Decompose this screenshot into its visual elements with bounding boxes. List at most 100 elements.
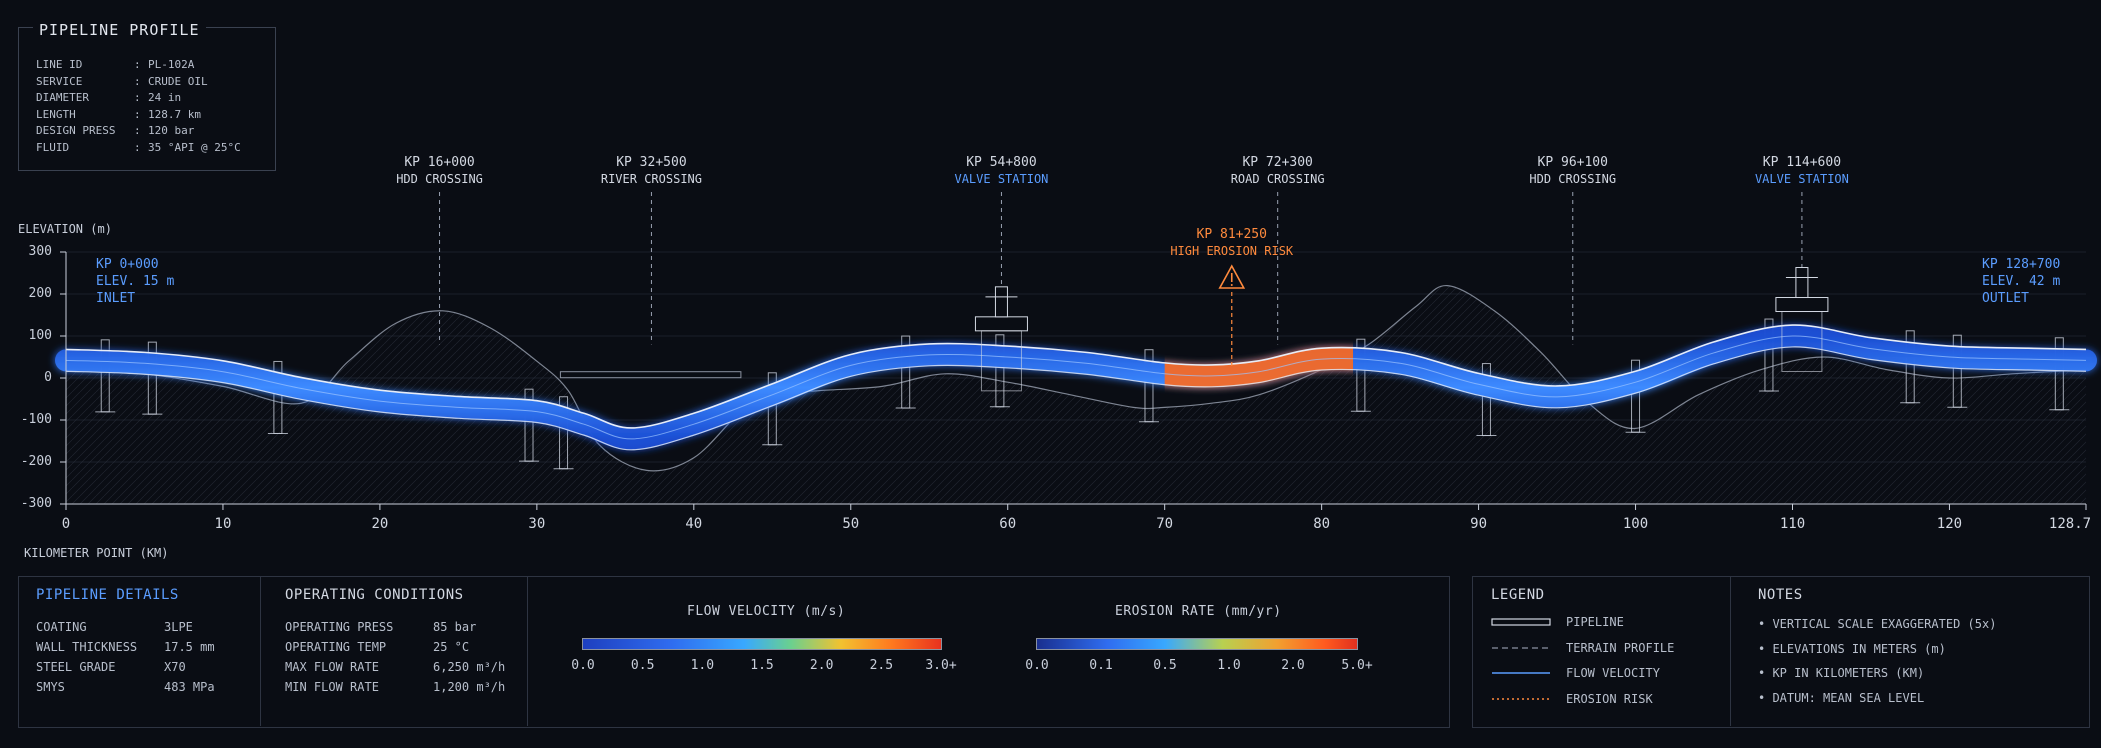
- y-tick-label: 200: [28, 286, 52, 301]
- y-tick-label: 0: [44, 370, 52, 385]
- terrain-fill: [66, 285, 2086, 504]
- erosion-tick-label: 1.0: [1217, 658, 1241, 673]
- detail-value: 3LPE: [164, 620, 193, 634]
- flow-scale-title: FLOW VELOCITY (m/s): [687, 604, 846, 619]
- note-item: • VERTICAL SCALE EXAGGERATED (5x): [1758, 617, 1997, 631]
- callout-label: KP 72+300 ROAD CROSSING: [1231, 154, 1325, 188]
- pipeline-outline-top: [65, 324, 2087, 429]
- x-tick-label: 110: [1779, 516, 1806, 532]
- flow-tick-label: 2.5: [869, 658, 894, 673]
- callout-desc: HDD CROSSING: [1529, 172, 1617, 186]
- y-tick-label: -300: [20, 496, 52, 511]
- detail-row: WALL THICKNESS 17.5 mm: [36, 640, 215, 654]
- spec-value: PL-102A: [148, 58, 195, 71]
- condition-key: MIN FLOW RATE: [285, 680, 379, 694]
- x-tick-label: 0: [61, 516, 71, 532]
- flow-tick-label: 1.5: [750, 658, 774, 673]
- callout-kp: KP 114+600: [1762, 155, 1842, 170]
- info-panel: [18, 576, 1450, 728]
- flow-tick-label: 1.0: [690, 658, 715, 673]
- flow-tick-label: 2.0: [809, 658, 834, 673]
- spec-key: FLUID: [36, 140, 70, 154]
- x-tick-label: 10: [214, 516, 232, 532]
- flow-tick-label: 0.0: [571, 658, 595, 673]
- spec-key: SERVICE: [36, 74, 83, 88]
- callout-label: KP 32+500 RIVER CROSSING: [601, 154, 702, 188]
- callout-label: KP 54+800 VALVE STATION: [954, 154, 1048, 188]
- spec-value: 120 bar: [148, 124, 195, 137]
- inlet-label: KP 0+000 ELEV. 15 m INLET: [96, 256, 174, 307]
- detail-row: SMYS 483 MPa: [36, 680, 215, 694]
- spec-row: SERVICE: CRUDE OIL: [36, 75, 208, 88]
- legend-item-label: EROSION RISK: [1566, 691, 1653, 706]
- callout-label: KP 16+000 HDD CROSSING: [396, 154, 483, 188]
- detail-row: STEEL GRADE X70: [36, 660, 186, 674]
- erosion-label: HIGH EROSION RISK: [1170, 244, 1294, 258]
- spec-colon: :: [134, 107, 141, 121]
- spec-value: 24 in: [148, 91, 182, 104]
- x-tick-label: 60: [999, 516, 1017, 532]
- callout-kp: KP 72+300: [1242, 155, 1313, 170]
- spec-value: 128.7 km: [148, 107, 201, 121]
- inlet-elev: ELEV. 15 m: [96, 274, 175, 289]
- spec-key: DIAMETER: [36, 91, 89, 104]
- spec-value: CRUDE OIL: [148, 74, 208, 88]
- erosion-tick-label: 2.0: [1281, 658, 1305, 673]
- spec-row: DIAMETER:24 in: [36, 91, 181, 104]
- erosion-tick-label: 0.0: [1025, 658, 1049, 673]
- x-tick-label: 30: [528, 516, 546, 532]
- callout-desc: VALVE STATION: [954, 172, 1049, 186]
- legend-title: LEGEND: [1491, 587, 1545, 603]
- flow-colorbar: [582, 638, 942, 650]
- x-tick-label: 120: [1936, 516, 1963, 532]
- detail-value: 17.5 mm: [164, 640, 215, 654]
- warning-icon: [1218, 264, 1246, 289]
- spec-row: FLUID:35 °API @ 25°C: [36, 141, 241, 154]
- x-tick-label: 100: [1622, 516, 1649, 532]
- legend-item-label: PIPELINE: [1566, 615, 1624, 629]
- spec-row: LENGTH:128.7 km: [36, 108, 201, 121]
- callout-desc: HDD CROSSING: [396, 172, 483, 186]
- erosion-tick-label: 0.5: [1153, 658, 1177, 673]
- detail-key: WALL THICKNESS: [36, 640, 138, 654]
- notes-title: NOTES: [1758, 587, 1803, 603]
- erosion-colorbar: [1036, 638, 1358, 650]
- condition-value: 6,250 m³/h: [433, 660, 506, 674]
- detail-key: STEEL GRADE: [36, 660, 116, 674]
- spec-row: LINE ID: PL-102A: [36, 58, 194, 71]
- y-tick-label: 100: [28, 328, 52, 343]
- divider: [1730, 576, 1731, 726]
- condition-row: MAX FLOW RATE 6,250 m³/h: [285, 660, 505, 674]
- callout-kp: KP 96+100: [1537, 155, 1608, 170]
- detail-row: COATING 3LPE: [36, 620, 193, 634]
- condition-value: 85 bar: [433, 620, 477, 634]
- spec-key: LINE ID: [36, 58, 83, 71]
- x-axis-title: KILOMETER POINT (KM): [24, 546, 169, 560]
- flow-velocity-line: [65, 335, 2087, 440]
- callout-kp: KP 32+500: [616, 155, 687, 170]
- spec-key: LENGTH: [36, 107, 76, 121]
- x-tick-label: 40: [685, 516, 703, 532]
- spec-colon: :: [134, 74, 141, 88]
- spec-colon: :: [134, 58, 141, 71]
- outlet-role: OUTLET: [1982, 291, 2029, 306]
- condition-value: 1,200 m³/h: [433, 680, 506, 694]
- y-tick-label: -200: [20, 454, 52, 469]
- terrain-profile: [65, 284, 2087, 472]
- divider: [527, 576, 528, 726]
- outlet-elev: ELEV. 42 m: [1982, 274, 2061, 289]
- y-axis-title: ELEVATION (m): [18, 222, 112, 236]
- y-tick-label: 300: [28, 244, 52, 259]
- condition-key: OPERATING TEMP: [285, 640, 387, 654]
- spec-row: DESIGN PRESS:120 bar: [36, 124, 194, 137]
- spec-key: DESIGN PRESS: [36, 124, 116, 137]
- details-title: PIPELINE DETAILS: [36, 587, 179, 603]
- x-tick-label: 90: [1470, 516, 1488, 532]
- x-tick-label: 80: [1313, 516, 1331, 532]
- detail-key: COATING: [36, 620, 87, 634]
- profile-title: PIPELINE PROFILE: [33, 21, 206, 39]
- callout-desc: RIVER CROSSING: [600, 172, 703, 186]
- note-item: • ELEVATIONS IN METERS (m): [1758, 641, 1946, 656]
- detail-value: X70: [164, 660, 186, 674]
- x-tick-label: 20: [371, 516, 389, 532]
